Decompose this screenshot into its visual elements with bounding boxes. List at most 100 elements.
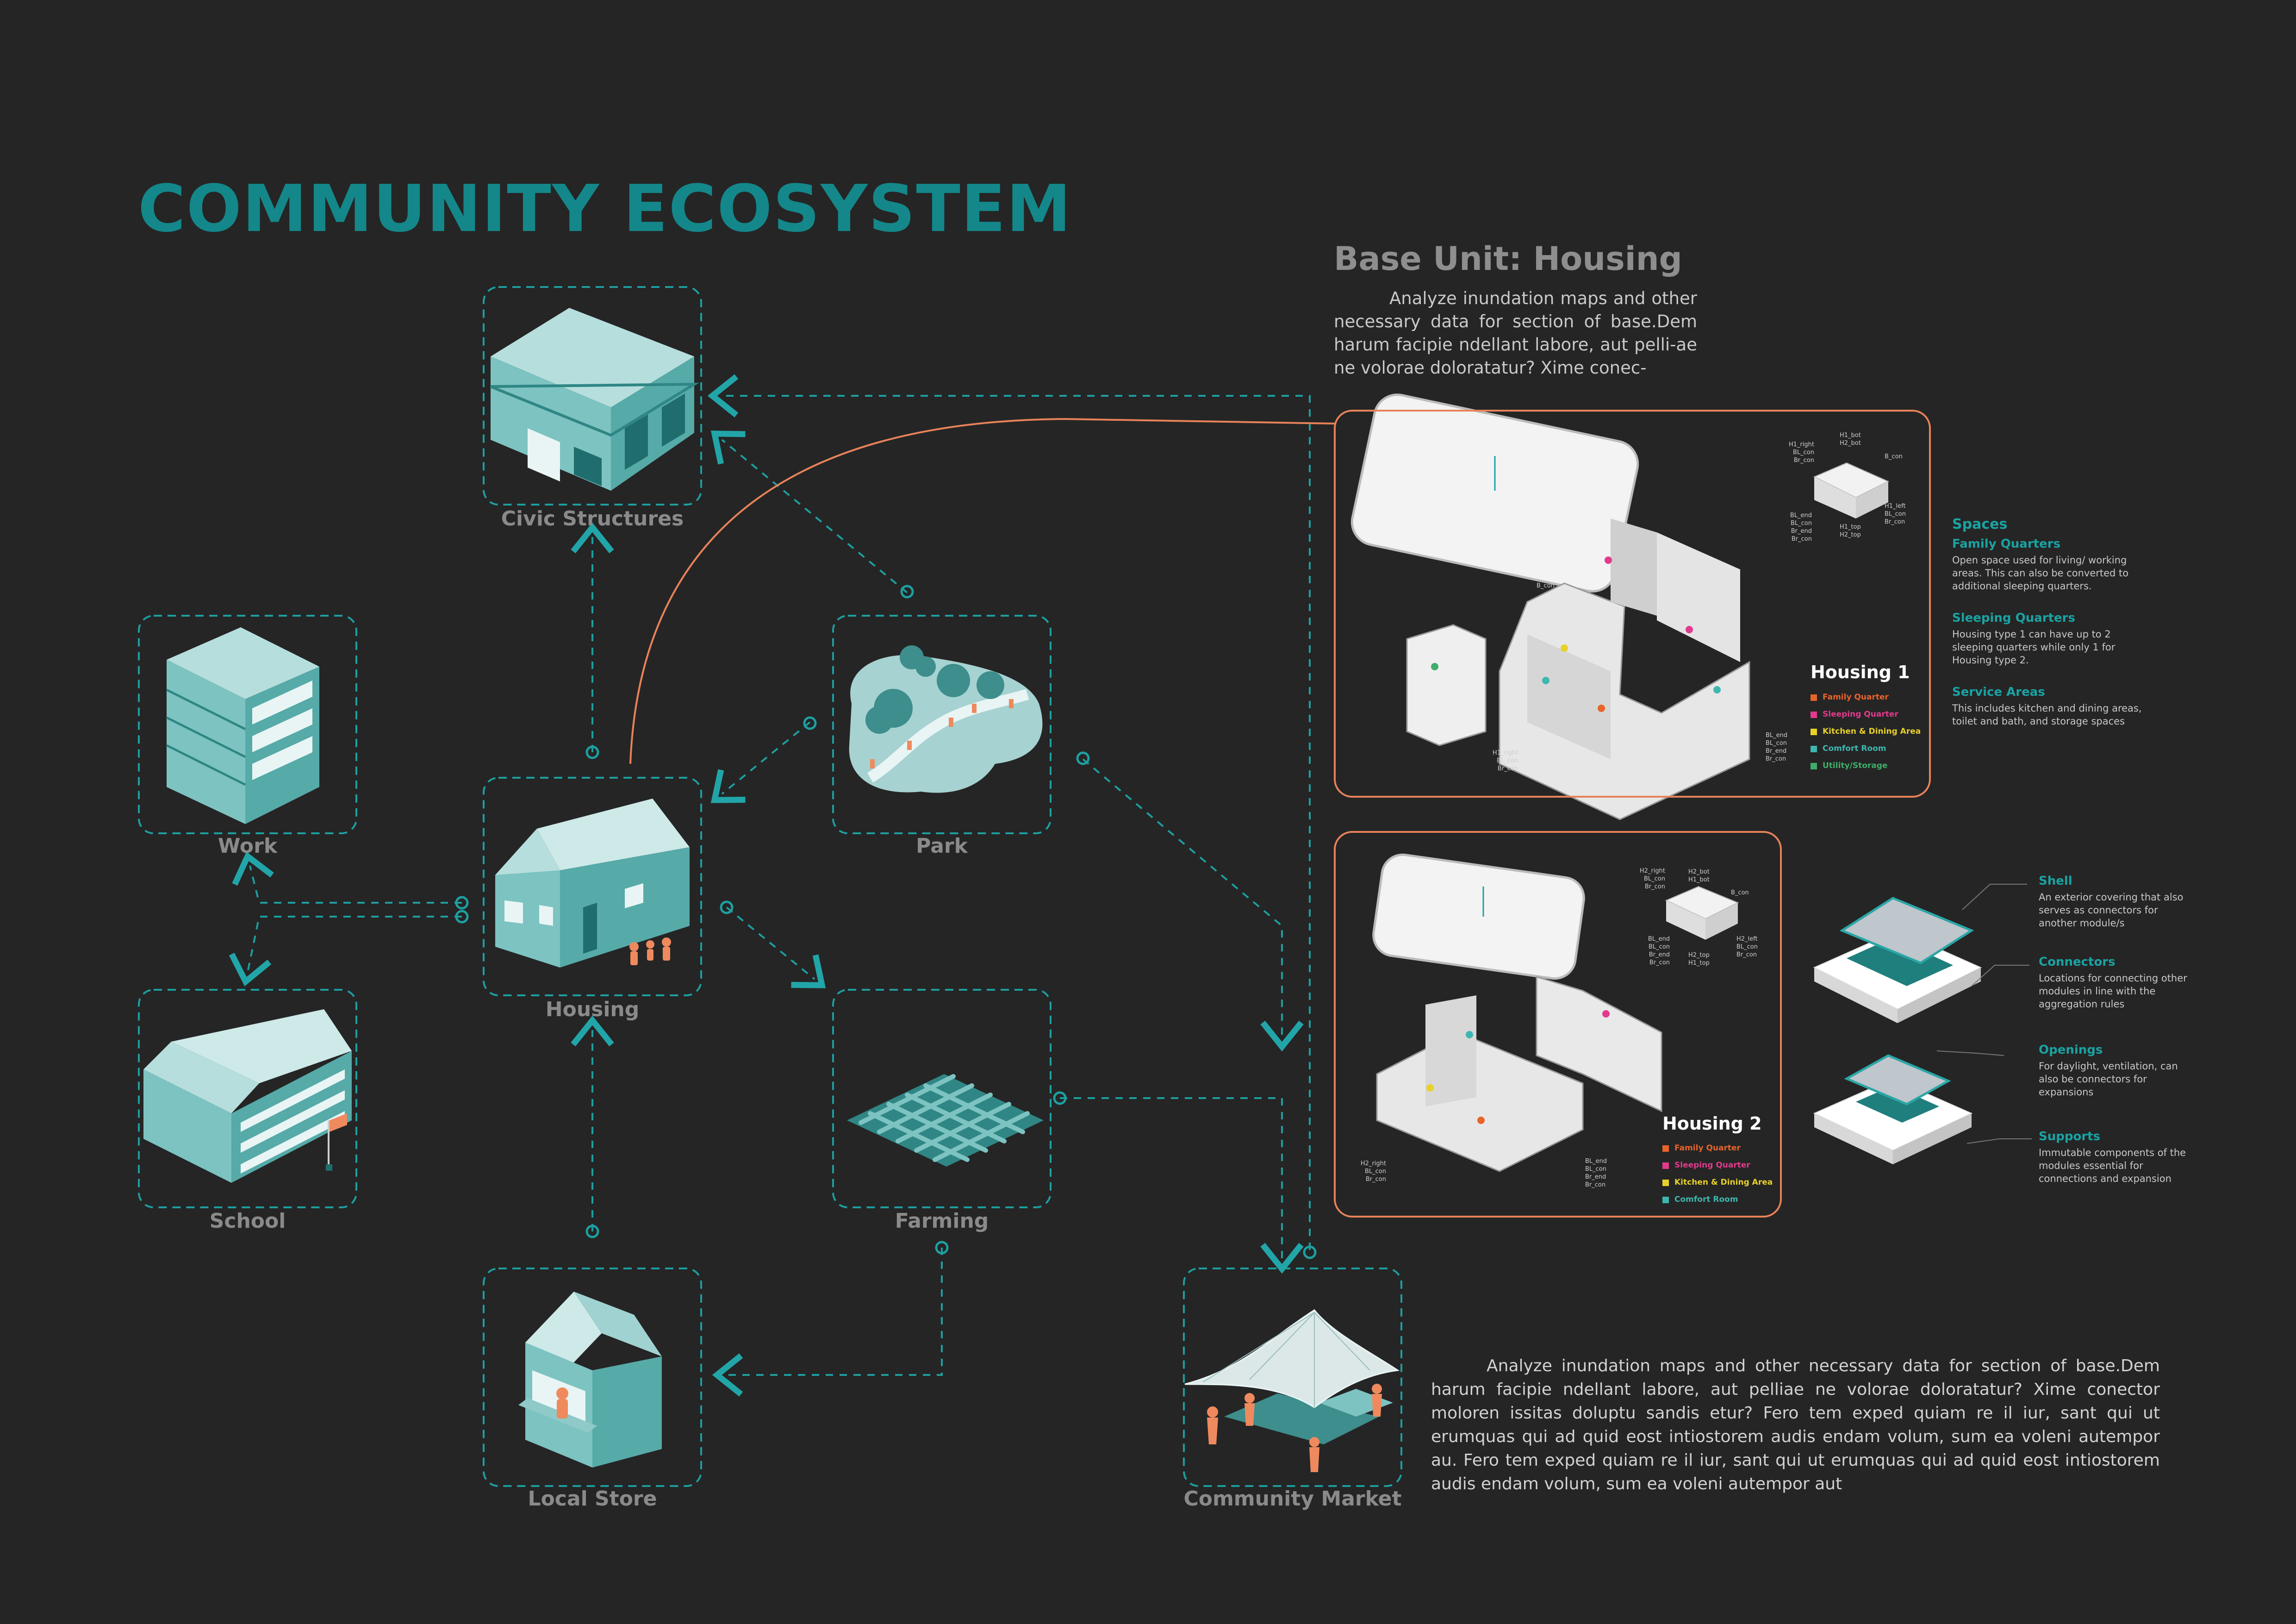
legend-label: Family Quarter	[1823, 693, 1889, 702]
legend-item: Utility/Storage	[1811, 757, 1921, 775]
module-component-drawings	[1813, 884, 2032, 1164]
node-frame-civic	[483, 286, 702, 506]
housing1-legend: Family Quarter Sleeping Quarter Kitchen …	[1811, 689, 1921, 775]
housing-icon	[495, 799, 690, 968]
node-label-work: Work	[218, 834, 278, 858]
base-unit-paragraph: Analyze inundation maps and other necess…	[1334, 288, 1697, 378]
node-label-school: School	[209, 1209, 286, 1233]
housing1-axon-drawing	[1350, 394, 1890, 820]
housing2-title: Housing 2	[1662, 1113, 1762, 1134]
legend-label: Kitchen & Dining Area	[1674, 1178, 1773, 1187]
node-label-local-store: Local Store	[528, 1487, 657, 1511]
component-connectors: Connectors Locations for connecting othe…	[2039, 955, 2191, 1029]
connector-nodes	[455, 585, 1317, 1259]
housing1-ann-top-left: H1_right BL_con Br_con	[1788, 441, 1814, 464]
connectors	[229, 374, 1311, 1397]
legend-item: Comfort Room	[1662, 1191, 1773, 1208]
component-text: For daylight, ventilation, can also be c…	[2039, 1061, 2178, 1098]
farming-icon	[847, 1074, 1044, 1167]
node-frame-park	[832, 615, 1052, 834]
spaces-section: Spaces Family Quarters Open space used f…	[1952, 516, 2151, 746]
housing1-ann-bottom-right: BL_end BL_con Br_end Br_con	[1766, 732, 1788, 762]
node-label-housing: Housing	[545, 998, 640, 1021]
component-text: An exterior covering that also serves as…	[2039, 892, 2184, 929]
legend-swatch	[1662, 1145, 1669, 1152]
space-text: Housing type 1 can have up to 2 sleeping…	[1952, 629, 2116, 666]
housing1-panel	[1334, 410, 1931, 798]
base-unit-title: Base Unit: Housing	[1334, 240, 1682, 278]
node-frame-community-market	[1183, 1268, 1402, 1487]
space-text: This includes kitchen and dining areas, …	[1952, 703, 2142, 727]
housing1-ann-mid-mid: H1_top H2_top	[1840, 524, 1861, 538]
housing2-panel	[1334, 831, 1782, 1218]
component-openings: Openings For daylight, ventilation, can …	[2039, 1043, 2191, 1117]
node-label-community-market: Community Market	[1183, 1487, 1402, 1511]
housing1-ann-bcon: B_con	[1537, 582, 1555, 589]
school-icon	[143, 1009, 352, 1183]
legend-swatch	[1811, 711, 1817, 718]
component-supports: Supports Immutable components of the mod…	[2039, 1130, 2191, 1204]
node-frame-housing	[483, 777, 702, 996]
housing2-axon-drawing	[1372, 853, 1739, 1172]
node-label-farming: Farming	[895, 1209, 989, 1233]
legend-label: Family Quarter	[1674, 1143, 1741, 1153]
node-frame-farming	[832, 989, 1052, 1208]
legend-swatch	[1811, 694, 1817, 701]
legend-item: Sleeping Quarter	[1662, 1157, 1773, 1174]
node-label-civic: Civic Structures	[501, 507, 684, 531]
legend-label: Comfort Room	[1674, 1195, 1738, 1204]
component-title: Supports	[2039, 1130, 2101, 1143]
legend-swatch	[1811, 762, 1817, 769]
legend-swatch	[1811, 745, 1817, 752]
spaces-heading: Spaces	[1952, 516, 2008, 532]
community-market-icon	[1184, 1309, 1400, 1472]
page-title: COMMUNITY ECOSYSTEM	[138, 171, 1072, 247]
legend-label: Sleeping Quarter	[1674, 1161, 1750, 1170]
component-title: Shell	[2039, 874, 2072, 888]
housing-to-base-unit-link	[629, 418, 1336, 764]
housing2-ann-mid-right: H2_left BL_con Br_con	[1736, 936, 1758, 958]
component-title: Connectors	[2039, 955, 2116, 969]
legend-label: Comfort Room	[1823, 744, 1886, 753]
space-title: Sleeping Quarters	[1952, 611, 2075, 625]
housing1-ann-top-right: B_con	[1885, 453, 1903, 460]
legend-swatch	[1662, 1162, 1669, 1169]
component-title: Openings	[2039, 1043, 2103, 1057]
housing1-title: Housing 1	[1811, 662, 1910, 682]
housing1-ann-top-mid: H1_bot H2_bot	[1840, 432, 1861, 447]
housing2-legend: Family Quarter Sleeping Quarter Kitchen …	[1662, 1140, 1773, 1208]
legend-item: Kitchen & Dining Area	[1811, 723, 1921, 740]
legend-label: Kitchen & Dining Area	[1823, 727, 1921, 736]
component-shell: Shell An exterior covering that also ser…	[2039, 874, 2191, 948]
local-store-icon	[518, 1292, 662, 1468]
space-text: Open space used for living/ working area…	[1952, 555, 2129, 592]
node-label-park: Park	[916, 834, 968, 858]
legend-item: Comfort Room	[1811, 740, 1921, 757]
legend-label: Sleeping Quarter	[1823, 710, 1898, 719]
node-frame-school	[138, 989, 357, 1208]
civic-building-icon	[490, 308, 699, 491]
housing2-ann-mid-left: BL_end BL_con Br_end Br_con	[1648, 936, 1670, 966]
component-text: Immutable components of the modules esse…	[2039, 1147, 2186, 1184]
housing2-ann-bottom-left: H2_right BL_con Br_con	[1360, 1160, 1386, 1183]
component-text: Locations for connecting other modules i…	[2039, 973, 2187, 1010]
legend-item: Family Quarter	[1811, 689, 1921, 706]
legend-label: Utility/Storage	[1823, 761, 1888, 770]
housing2-ann-mid-mid: H2_top H1_top	[1688, 952, 1710, 967]
housing1-ann-mid-right: H1_left BL_con Br_con	[1885, 503, 1906, 525]
housing1-ann-mid-left: BL_end BL_con Br_end Br_con	[1790, 512, 1812, 543]
bottom-paragraph: Analyze inundation maps and other necess…	[1431, 1356, 2160, 1493]
node-frame-work	[138, 615, 357, 834]
housing2-ann-top-mid: H2_bot H1_bot	[1688, 868, 1710, 883]
legend-swatch	[1811, 728, 1817, 735]
legend-swatch	[1662, 1196, 1669, 1203]
housing1-ann-bottom-left: H1_right BL_con Br_con	[1492, 750, 1518, 772]
housing2-ann-bottom-right: BL_end BL_con Br_end Br_con	[1585, 1158, 1607, 1188]
legend-item: Family Quarter	[1662, 1140, 1773, 1157]
legend-item: Kitchen & Dining Area	[1662, 1174, 1773, 1191]
housing2-ann-top-right: B_con	[1731, 889, 1749, 896]
space-title: Family Quarters	[1952, 537, 2061, 551]
legend-swatch	[1662, 1179, 1669, 1186]
housing2-ann-top-left: H2_right BL_con Br_con	[1639, 868, 1665, 890]
